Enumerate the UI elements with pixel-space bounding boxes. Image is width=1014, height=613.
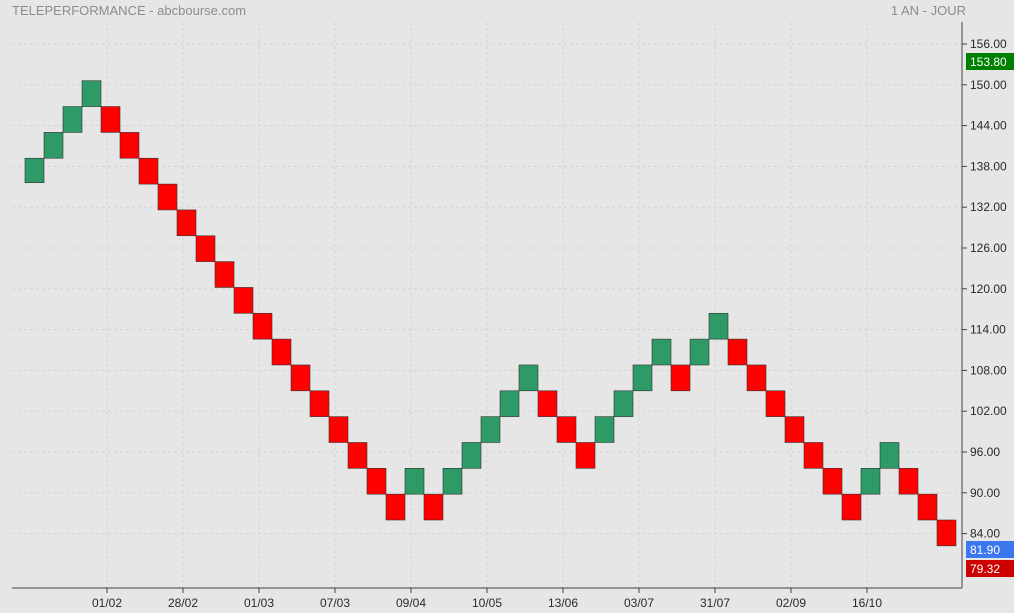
y-tick-label: 114.00 <box>970 323 1006 337</box>
renko-brick-down <box>670 364 691 392</box>
axes <box>12 22 967 593</box>
renko-brick-down <box>803 442 824 469</box>
x-tick-label: 02/09 <box>776 596 806 610</box>
y-tick-label: 90.00 <box>970 486 1000 500</box>
renko-brick-down <box>822 468 843 495</box>
renko-brick-down <box>176 209 197 237</box>
renko-brick-up <box>461 442 482 469</box>
y-tick-label: 132.00 <box>970 200 1007 214</box>
y-tick-label: 156.00 <box>970 37 1007 51</box>
renko-brick-down <box>936 519 957 547</box>
renko-brick-up <box>708 312 729 340</box>
renko-brick-down <box>138 157 159 185</box>
y-tick-label: 138.00 <box>970 159 1007 173</box>
price-badges: 153.80 81.90 79.32 <box>966 53 1014 577</box>
renko-brick-down <box>575 442 596 469</box>
y-axis-labels: 156.00 150.00 144.00 138.00 132.00 126.00 120.… <box>970 37 1007 541</box>
renko-brick-down <box>841 493 862 521</box>
price-badge <box>966 560 1014 577</box>
renko-brick-down <box>898 468 919 495</box>
renko-brick-down <box>366 468 387 495</box>
price-badge-value: 79.32 <box>970 562 1000 576</box>
x-tick-label: 01/02 <box>92 596 122 610</box>
renko-brick-down <box>214 261 235 288</box>
renko-brick-down <box>727 338 748 366</box>
x-tick-label: 31/07 <box>700 596 730 610</box>
renko-brick-up <box>879 442 900 469</box>
renko-brick-down <box>347 442 368 469</box>
renko-brick-up <box>62 106 83 133</box>
renko-brick-up <box>613 390 634 417</box>
chart-title: TELEPERFORMANCE - abcbourse.com <box>12 3 247 18</box>
x-tick-label: 07/03 <box>320 596 350 610</box>
renko-brick-up <box>480 416 501 443</box>
renko-brick-down <box>746 364 767 392</box>
y-tick-label: 144.00 <box>970 119 1007 133</box>
renko-brick-up <box>43 132 64 159</box>
renko-brick-up <box>81 80 102 107</box>
renko-brick-down <box>537 390 558 417</box>
renko-brick-up <box>689 338 710 366</box>
renko-brick-down <box>271 338 292 366</box>
period-label: 1 AN - JOUR <box>890 3 966 18</box>
renko-brick-down <box>765 390 786 417</box>
renko-brick-down <box>195 235 216 262</box>
renko-brick-up <box>594 416 615 443</box>
price-badge <box>966 541 1014 558</box>
renko-brick-up <box>404 468 425 495</box>
x-tick-label: 09/04 <box>396 596 426 610</box>
renko-brick-down <box>556 416 577 443</box>
x-tick-label: 16/10 <box>852 596 882 610</box>
renko-brick-down <box>157 183 178 211</box>
renko-brick-down <box>784 416 805 443</box>
price-badge-value: 81.90 <box>970 543 1000 557</box>
renko-brick-down <box>309 390 330 417</box>
y-tick-label: 126.00 <box>970 241 1007 255</box>
price-badge-value: 153.80 <box>970 55 1007 69</box>
renko-brick-up <box>24 157 45 184</box>
renko-brick-down <box>423 493 444 521</box>
x-tick-label: 13/06 <box>548 596 578 610</box>
renko-brick-up <box>651 338 672 366</box>
grid-lines <box>12 22 962 588</box>
x-tick-label: 28/02 <box>168 596 198 610</box>
y-tick-label: 108.00 <box>970 363 1007 377</box>
x-axis-labels: 01/02 28/02 01/03 07/03 09/04 10/05 13/06 03/07… <box>92 596 882 610</box>
renko-brick-up <box>632 364 653 392</box>
renko-brick-up <box>860 468 881 495</box>
price-badge <box>966 53 1014 70</box>
x-tick-label: 01/03 <box>244 596 274 610</box>
renko-brick-down <box>290 364 311 392</box>
renko-brick-up <box>442 468 463 495</box>
y-tick-label: 84.00 <box>970 527 1000 541</box>
renko-brick-down <box>385 493 406 521</box>
y-tick-label: 120.00 <box>970 282 1007 296</box>
renko-brick-up <box>518 364 539 392</box>
renko-bricks <box>24 80 957 547</box>
renko-brick-down <box>100 106 121 133</box>
renko-brick-up <box>499 390 520 417</box>
y-tick-label: 96.00 <box>970 445 1000 459</box>
renko-brick-down <box>328 416 349 443</box>
y-tick-label: 150.00 <box>970 78 1007 92</box>
y-tick-label: 102.00 <box>970 404 1007 418</box>
renko-brick-down <box>119 132 140 159</box>
renko-brick-down <box>233 287 254 314</box>
renko-brick-down <box>917 493 938 521</box>
x-tick-label: 03/07 <box>624 596 654 610</box>
renko-brick-down <box>252 312 273 340</box>
x-tick-label: 10/05 <box>472 596 502 610</box>
